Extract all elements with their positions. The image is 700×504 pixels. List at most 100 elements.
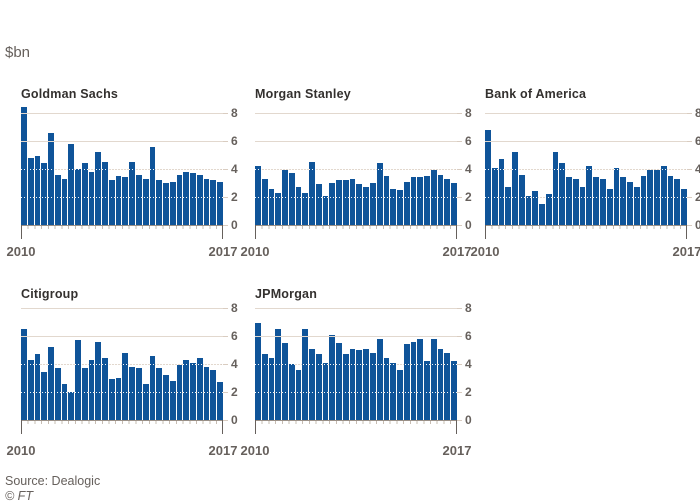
bar (613, 167, 620, 225)
quarter-ticks (21, 421, 223, 424)
bar (149, 146, 156, 225)
bar (169, 181, 176, 225)
gridline-dotted-4 (21, 364, 223, 365)
bar (282, 343, 288, 420)
bar (163, 375, 169, 420)
bar (424, 176, 430, 225)
bars-group (21, 308, 223, 420)
y-tick-label: 4 (231, 357, 238, 371)
y-tick-label: 8 (465, 301, 472, 315)
plot-area: 8 6 4 2 0 2010 2017 (241, 106, 472, 259)
bar (322, 195, 329, 225)
axis-edge-tick-right (222, 225, 223, 239)
bar (41, 163, 48, 225)
bar (183, 171, 190, 225)
gridline-6 (21, 141, 223, 142)
y-tick-label: 0 (231, 413, 238, 427)
y-tick-label: 4 (465, 162, 472, 176)
bar (329, 183, 336, 225)
bar (430, 338, 437, 420)
axis-edge-tick-left (21, 420, 22, 434)
bar (329, 334, 336, 420)
axis-edge-tick-right (686, 225, 687, 239)
bar (142, 178, 149, 225)
bar (34, 156, 41, 225)
bar (342, 180, 349, 225)
y-tick-label: 4 (231, 162, 238, 176)
bar (505, 187, 512, 225)
x-axis-baseline (255, 420, 457, 421)
bar (169, 380, 176, 420)
bar (41, 372, 48, 420)
bar (376, 338, 383, 420)
x-label-end: 2017 (442, 443, 472, 458)
bar (163, 183, 169, 225)
x-axis-baseline (21, 225, 223, 226)
chart-bank-of-america: Bank of America 8 6 4 2 0 2010 2017 (471, 86, 700, 266)
bar (102, 358, 108, 420)
gridline-dotted-4 (255, 169, 457, 170)
bar (275, 192, 282, 225)
bar (108, 180, 115, 225)
gridline-dotted-4 (485, 169, 687, 170)
bar (437, 348, 444, 420)
gridline-dotted-2 (255, 197, 457, 198)
bar (115, 176, 122, 225)
bar (518, 174, 525, 225)
y-tick-dash (221, 141, 228, 142)
bar (336, 343, 342, 420)
bar (95, 152, 102, 225)
y-tick-dash (455, 308, 462, 309)
y-tick-dash (455, 420, 462, 421)
y-tick-dash (455, 336, 462, 337)
bar (302, 329, 309, 420)
bar (129, 366, 136, 420)
bar (640, 176, 647, 225)
bar (122, 352, 129, 420)
y-tick-dash (455, 364, 462, 365)
bar (322, 362, 329, 420)
y-tick-dash (455, 169, 462, 170)
bar (403, 181, 410, 225)
axis-edge-tick-right (222, 420, 223, 434)
y-tick-label: 0 (231, 218, 238, 232)
y-tick-dash (221, 169, 228, 170)
bar (620, 177, 627, 225)
bar (102, 162, 108, 225)
bar (268, 358, 275, 420)
bar (356, 350, 363, 420)
bar (376, 163, 383, 225)
bar (48, 347, 54, 420)
bar (363, 187, 370, 225)
bar (410, 177, 417, 225)
bar (397, 369, 403, 420)
bar (75, 340, 81, 420)
gridline-8 (21, 308, 223, 309)
plot-area: 8 6 4 2 0 2010 2017 (471, 106, 700, 259)
bar (383, 176, 390, 225)
bar (349, 178, 356, 225)
gridline-6 (255, 141, 457, 142)
bar (203, 178, 210, 225)
bar (54, 174, 61, 225)
bar (48, 132, 54, 225)
gridline-6 (485, 141, 687, 142)
y-tick-label: 2 (231, 190, 238, 204)
bar (255, 323, 261, 420)
bar (129, 162, 136, 225)
bar (268, 188, 275, 225)
bar (196, 174, 203, 225)
quarter-ticks (255, 226, 457, 229)
axis-edge-tick-right (456, 420, 457, 434)
y-tick-dash (221, 392, 228, 393)
y-tick-label: 0 (465, 413, 472, 427)
bar (275, 329, 282, 420)
chart-title: Bank of America (485, 87, 587, 101)
x-label-end: 2017 (672, 244, 700, 259)
chart-title: Goldman Sachs (21, 87, 119, 101)
x-label-start: 2010 (470, 244, 500, 259)
bar (349, 348, 356, 420)
bar (136, 174, 142, 225)
bar (532, 191, 539, 225)
y-tick-dash (685, 197, 692, 198)
